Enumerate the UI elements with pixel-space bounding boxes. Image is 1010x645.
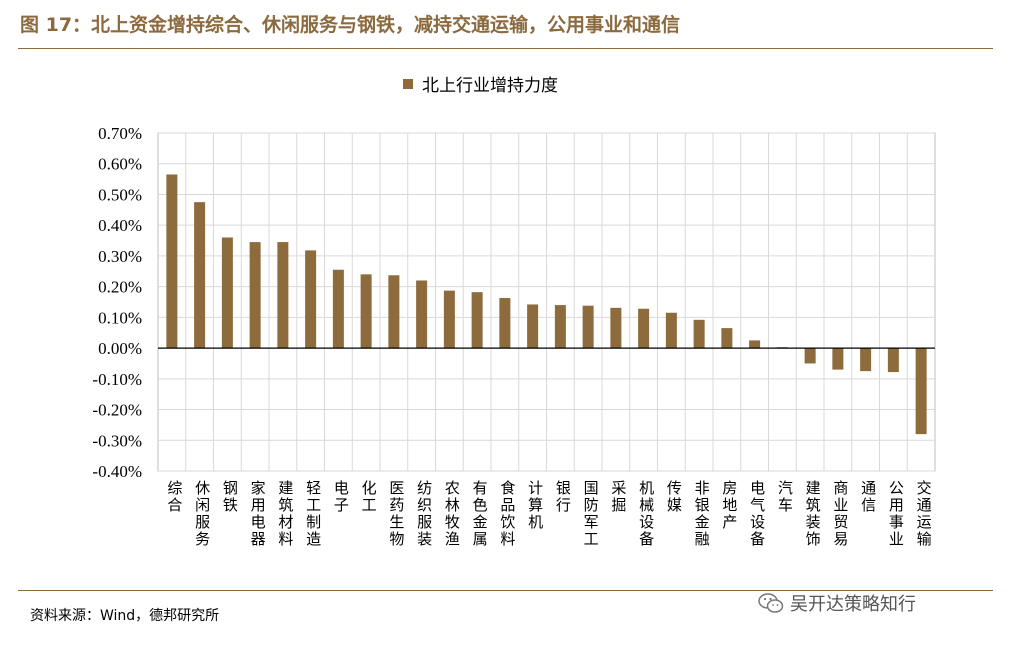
bar	[166, 174, 178, 349]
y-tick-label: -0.20%	[92, 401, 142, 420]
figure-title: 图 17：北上资金增持综合、休闲服务与钢铁，减持交通运输，公用事业和通信	[20, 14, 681, 36]
y-tick-label: 0.10%	[98, 308, 142, 327]
x-tick-label: 家用电器	[251, 479, 266, 548]
bar	[693, 319, 705, 349]
x-tick-label: 通信	[861, 479, 876, 514]
bar	[471, 292, 483, 349]
x-tick-label: 公用事业	[889, 479, 904, 548]
x-tick-label: 传媒	[667, 479, 682, 514]
bar	[860, 348, 872, 372]
x-tick-label: 钢铁	[223, 479, 238, 514]
x-tick-label: 非银金融	[695, 479, 710, 548]
x-tick-label: 休闲服务	[195, 479, 210, 548]
y-tick-label: -0.30%	[92, 431, 142, 450]
bar	[749, 340, 761, 349]
x-tick-label: 建筑装饰	[806, 479, 821, 548]
x-tick-label: 计算机	[528, 479, 543, 531]
bar	[499, 298, 511, 349]
x-tick-label: 建筑材料	[278, 479, 293, 548]
bar	[610, 307, 622, 349]
x-tick-label: 食品饮料	[500, 479, 515, 548]
bar	[721, 328, 733, 349]
source-note: 资料来源：Wind，德邦研究所	[30, 608, 220, 624]
legend-swatch	[403, 79, 413, 89]
bar	[443, 290, 455, 349]
x-tick-label: 商业贸易	[833, 479, 848, 548]
plot-area: 0.70% 0.60% 0.50% 0.40% 0.30% 0.20% 0.10% 0.00%…	[92, 124, 936, 548]
bar	[832, 348, 844, 370]
chart-legend: 北上行业增持力度	[403, 76, 558, 96]
bar	[416, 280, 428, 349]
x-tick-label: 纺织服装	[417, 479, 432, 548]
x-tick-label: 交通运输	[917, 479, 932, 548]
footer-divider	[18, 590, 993, 591]
y-tick-label: 0.60%	[98, 155, 142, 174]
x-tick-label: 化工	[362, 479, 377, 514]
x-tick-label: 机械设备	[639, 479, 654, 548]
y-tick-label: 0.30%	[98, 247, 142, 266]
y-tick-label: -0.40%	[92, 462, 142, 481]
x-tick-label: 房地产	[722, 479, 737, 531]
x-tick-label: 采掘	[611, 479, 626, 514]
bar	[887, 348, 899, 373]
bar	[554, 305, 566, 349]
x-tick-label: 汽车	[778, 479, 793, 514]
bar	[582, 305, 594, 349]
x-tick-label: 农林牧渔	[445, 479, 460, 548]
y-tick-label: -0.10%	[92, 370, 142, 389]
y-tick-label: 0.50%	[98, 185, 142, 204]
y-tick-label: 0.00%	[98, 339, 142, 358]
bar	[638, 308, 650, 349]
x-tick-label: 有色金属	[473, 479, 488, 548]
watermark: 吴开达策略知行	[758, 590, 916, 616]
legend-label: 北上行业增持力度	[422, 76, 558, 96]
x-tick-label: 轻工制造	[306, 479, 321, 548]
wechat-icon	[758, 593, 784, 613]
bar	[249, 242, 261, 349]
bar	[277, 242, 289, 349]
bar	[194, 202, 206, 349]
watermark-text: 吴开达策略知行	[790, 594, 916, 615]
bar	[360, 274, 372, 349]
bar	[332, 269, 344, 349]
x-tick-label: 综合	[167, 479, 182, 514]
bar	[804, 348, 816, 364]
x-tick-label: 电气设备	[750, 479, 765, 548]
y-tick-label: 0.40%	[98, 216, 142, 235]
x-tick-label: 电子	[334, 479, 349, 514]
x-tick-label: 医药生物	[389, 479, 404, 548]
x-tick-label: 银行	[556, 479, 571, 514]
bar	[305, 250, 317, 349]
bar	[221, 237, 233, 349]
bar	[665, 312, 677, 349]
bar-chart: 北上行业增持力度 0.70%0.60%0.50%0.40%0.30%0.20%0…	[92, 76, 936, 548]
bar	[388, 275, 400, 349]
title-divider	[18, 48, 993, 49]
bar	[527, 304, 539, 349]
y-tick-label: 0.70%	[98, 124, 142, 143]
x-tick-label: 国防军工	[584, 479, 599, 548]
bar	[915, 348, 927, 435]
y-tick-label: 0.20%	[98, 278, 142, 297]
